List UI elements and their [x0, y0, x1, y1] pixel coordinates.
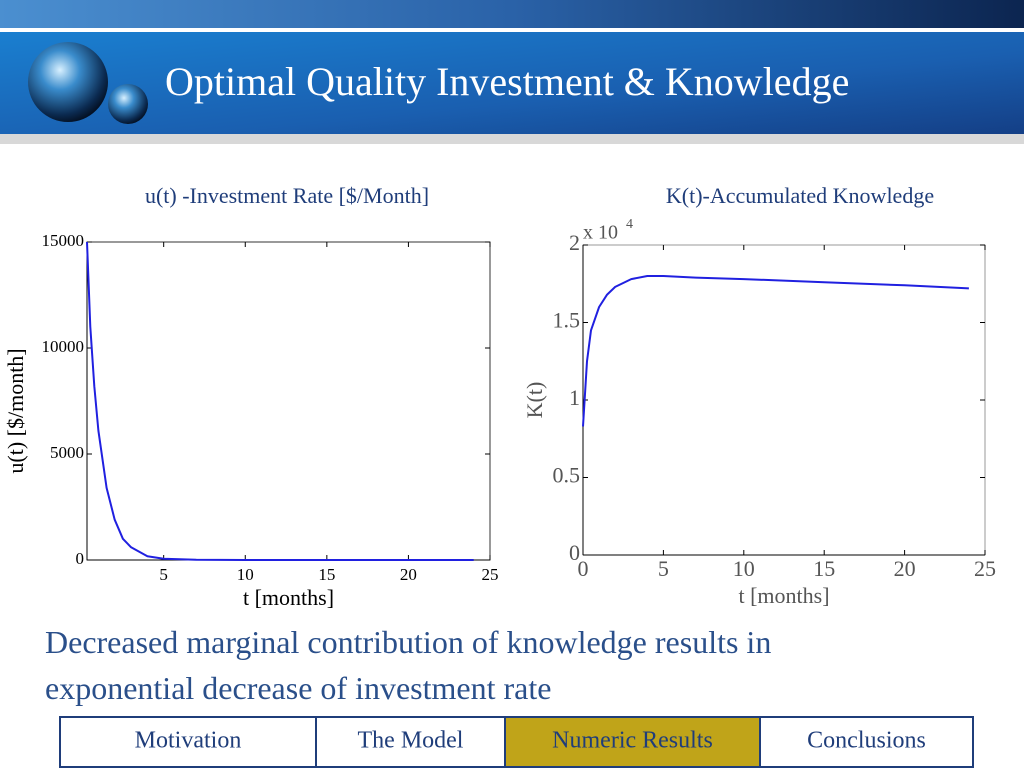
nav-bar: Motivation The Model Numeric Results Conclu…: [59, 716, 974, 768]
header-band: [0, 32, 1024, 134]
y-axis-label: K(t): [522, 382, 547, 419]
x-tick-label: 20: [894, 556, 916, 581]
x-tick-label: 20: [400, 565, 417, 584]
slide-title: Optimal Quality Investment & Knowledge: [165, 59, 849, 104]
x-tick-label: 5: [658, 556, 669, 581]
x-tick-label: 15: [318, 565, 335, 584]
caption-line: Decreased marginal contribution of knowl…: [45, 624, 771, 706]
x-tick-label: 0: [578, 556, 589, 581]
y-tick-label: 15000: [42, 231, 85, 250]
nav-tab-label[interactable]: Numeric Results: [552, 728, 713, 754]
plot-frame: [582, 244, 986, 556]
y-tick-label: 1.5: [553, 308, 581, 333]
x-tick-label: 10: [237, 565, 254, 584]
nav-tab[interactable]: [759, 716, 974, 768]
chart-title: u(t) -Investment Rate [$/Month]: [145, 183, 429, 208]
header-divider: [0, 28, 1024, 32]
x-tick-label: 5: [159, 565, 168, 584]
y-tick-label: 1: [569, 385, 580, 410]
header-top-band: [0, 0, 1024, 28]
header-shadow: [0, 134, 1024, 144]
logo-sphere-small: [108, 84, 148, 124]
y-axis-label: u(t) [$/month]: [3, 348, 28, 473]
y-tick-label: 0.5: [553, 463, 581, 488]
axis-multiplier: x 10: [583, 222, 618, 244]
nav-tab-label[interactable]: Motivation: [135, 728, 242, 754]
y-tick-label: 5000: [50, 443, 84, 462]
x-axis-label: t [months]: [243, 585, 334, 610]
data-line: [582, 275, 969, 427]
nav-tab[interactable]: [59, 716, 317, 768]
y-tick-label: 0: [569, 540, 580, 565]
nav-tab[interactable]: [504, 716, 761, 768]
x-axis-label: t [months]: [738, 583, 829, 608]
chart-title: K(t)-Accumulated Knowledge: [666, 183, 934, 208]
nav-tab[interactable]: [315, 716, 506, 768]
y-tick-label: 2: [569, 230, 580, 255]
plot-frame: [86, 241, 491, 561]
nav-tab-label[interactable]: Conclusions: [807, 728, 926, 754]
x-tick-label: 10: [733, 556, 755, 581]
x-tick-label: 25: [482, 565, 499, 584]
y-tick-label: 0: [76, 549, 85, 568]
axis-exponent: 4: [626, 217, 633, 232]
x-tick-label: 15: [813, 556, 835, 581]
nav-tab-label[interactable]: The Model: [358, 728, 464, 754]
y-tick-label: 10000: [42, 337, 85, 356]
data-line: [86, 241, 474, 561]
logo-sphere: [28, 42, 108, 122]
x-tick-label: 25: [974, 556, 996, 581]
